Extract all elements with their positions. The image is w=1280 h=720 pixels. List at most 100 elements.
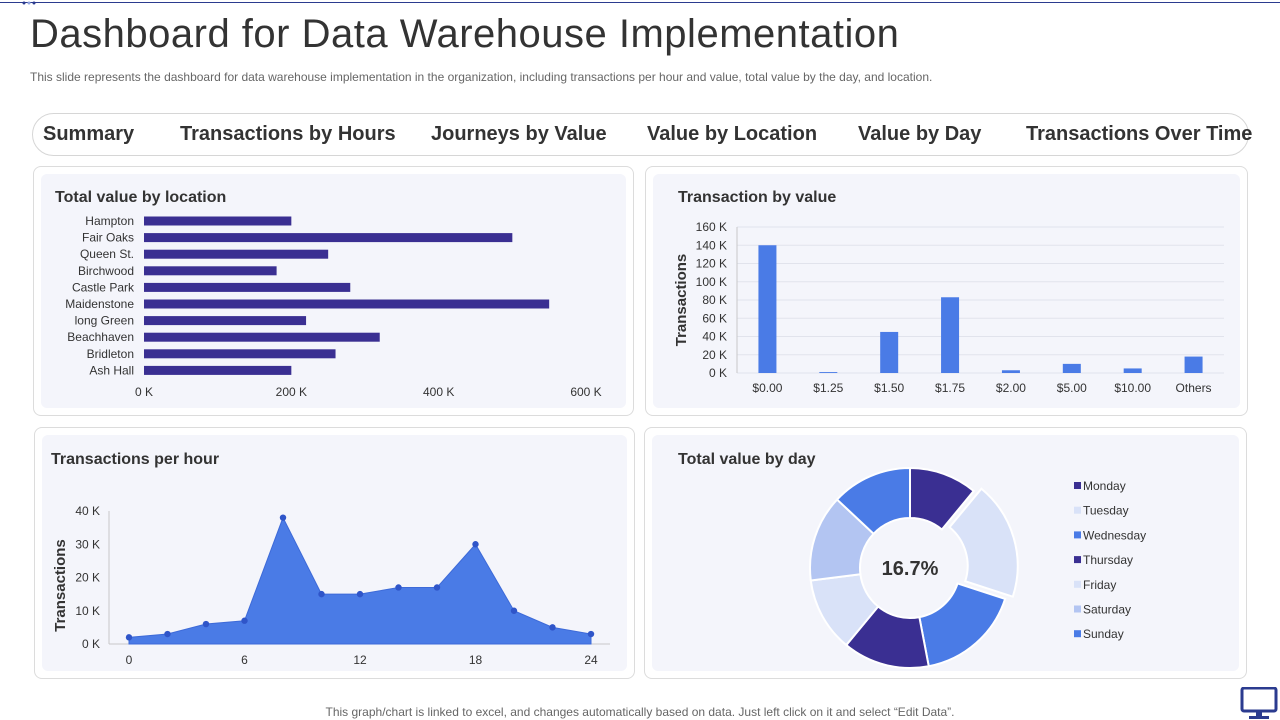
hour-point (356, 590, 364, 598)
x-tick-label: $0.00 (752, 381, 782, 395)
y-tick-label: 60 K (702, 311, 727, 325)
hour-point (587, 630, 595, 638)
y-tick-label: 0 K (82, 637, 100, 651)
y-tick-label: 160 K (696, 220, 727, 234)
bar-category-label: Maidenstone (65, 297, 134, 311)
bar-category-label: Ash Hall (89, 363, 134, 377)
legend-swatch (1074, 630, 1081, 638)
y-tick-label: 80 K (702, 293, 727, 307)
page-title: Dashboard for Data Warehouse Implementat… (30, 12, 900, 56)
day-donut-chart[interactable]: 16.7% Monday Tuesday Wednesday Thursday Frida… (645, 428, 1248, 680)
hour-point (164, 630, 171, 638)
value-bar (1123, 368, 1142, 373)
y-axis-title: Transactions (673, 254, 690, 347)
location-bar (144, 216, 292, 226)
tab-transactions-by-hours[interactable]: Transactions by Hours (180, 123, 396, 145)
hour-panel-title: Transactions per hour (51, 451, 220, 468)
legend-label: Wednesday (1083, 528, 1146, 542)
day-panel-title: Total value by day (678, 451, 816, 468)
x-tick-label: $5.00 (1057, 381, 1087, 395)
bar-category-label: Castle Park (72, 280, 135, 294)
legend-label: Sunday (1083, 627, 1124, 641)
legend-swatch (1074, 531, 1081, 539)
bar-category-label: Beachhaven (67, 330, 134, 344)
footer-note: This graph/chart is linked to excel, and… (325, 705, 955, 719)
y-tick-label: 20 K (702, 348, 727, 362)
top-accent-line (0, 2, 1280, 3)
location-bar (144, 282, 351, 292)
bar-category-label: Fair Oaks (82, 231, 134, 245)
day-panel: Total value by day 16.7% Monday Tuesday Wed… (644, 427, 1247, 679)
x-tick-label: 24 (584, 653, 598, 667)
value-panel-title: Transaction by value (678, 189, 837, 206)
x-tick-label: 18 (469, 653, 483, 667)
x-tick-label: $1.75 (935, 381, 965, 395)
value-panel: Transaction by value 0 K 20 K 40 K 60 K 80 K… (645, 166, 1248, 416)
y-axis-title: Transactions (52, 539, 69, 632)
location-bar (144, 365, 292, 375)
hour-point (433, 584, 441, 591)
bar-category-label: long Green (75, 314, 134, 328)
y-tick-label: 10 K (75, 604, 100, 618)
value-bar-chart[interactable]: 0 K 20 K 40 K 60 K 80 K 100 K 120 K 140 K 160 K $… (646, 167, 1249, 417)
y-tick-label: 30 K (75, 537, 100, 551)
x-tick-label: $1.25 (813, 381, 843, 395)
x-tick-label: $1.50 (874, 381, 904, 395)
x-tick-label: 0 (126, 653, 133, 667)
tab-summary[interactable]: Summary (43, 123, 135, 145)
value-bar (880, 331, 899, 373)
hour-area (128, 516, 592, 645)
donut-slice (948, 487, 1019, 598)
hour-point (395, 584, 402, 591)
donut-center-label: 16.7% (882, 558, 939, 580)
x-tick-label: 400 K (423, 385, 454, 399)
y-tick-label: 40 K (702, 330, 727, 344)
bar-category-label: Bridleton (87, 347, 134, 361)
donut-slice (909, 466, 976, 531)
tab-value-by-day[interactable]: Value by Day (858, 123, 982, 145)
legend-label: Saturday (1083, 603, 1131, 617)
location-panel: Total value by location Hampton Fair Oaks… (33, 166, 634, 416)
value-bar (941, 297, 960, 373)
y-tick-label: 140 K (696, 238, 727, 252)
hour-point (241, 617, 248, 624)
y-tick-label: 120 K (696, 257, 727, 271)
legend-label: Monday (1083, 479, 1126, 493)
legend-label: Tuesday (1083, 504, 1129, 518)
x-tick-label: 12 (353, 653, 367, 667)
bar-category-label: Birchwood (78, 264, 134, 278)
value-bar (1062, 363, 1081, 373)
hour-panel: Transactions per hour 0 K 10 K 20 K 30 K 40 … (34, 427, 635, 679)
x-tick-label: $10.00 (1114, 381, 1151, 395)
y-tick-label: 40 K (75, 504, 100, 518)
hour-point (318, 590, 325, 598)
hour-point (549, 624, 556, 631)
donut-slice (918, 582, 1007, 668)
y-tick-label: 0 K (709, 366, 727, 380)
legend-swatch (1074, 605, 1081, 613)
monitor-icon (1240, 687, 1278, 719)
legend-swatch (1074, 556, 1081, 564)
legend-label: Friday (1083, 578, 1116, 592)
legend-swatch (1074, 580, 1081, 588)
hour-point (472, 541, 479, 548)
location-bar (144, 249, 329, 259)
hour-point (125, 634, 133, 641)
tab-value-by-location[interactable]: Value by Location (647, 123, 818, 145)
location-bar (144, 266, 277, 276)
location-bar (144, 349, 336, 359)
legend-label: Thursday (1083, 553, 1133, 567)
location-bar (144, 316, 307, 326)
location-bar (144, 299, 550, 309)
location-bar-chart[interactable]: Hampton Fair Oaks Queen St. Birchwood Castle… (34, 167, 635, 417)
tab-journeys-by-value[interactable]: Journeys by Value (431, 123, 607, 145)
location-bar (144, 233, 513, 243)
hour-point (202, 620, 210, 628)
x-tick-label: $2.00 (996, 381, 1026, 395)
y-tick-label: 100 K (696, 275, 727, 289)
tab-transactions-over-time[interactable]: Transactions Over Time (1026, 123, 1253, 145)
hour-point (510, 607, 518, 614)
hour-area-chart[interactable]: 0 K 10 K 20 K 30 K 40 K 0 6 12 18 24 Transactions (35, 428, 636, 680)
tab-bar: Summary Transactions by Hours Journeys b… (32, 113, 1253, 156)
page-subtitle: This slide represents the dashboard for … (30, 70, 933, 84)
